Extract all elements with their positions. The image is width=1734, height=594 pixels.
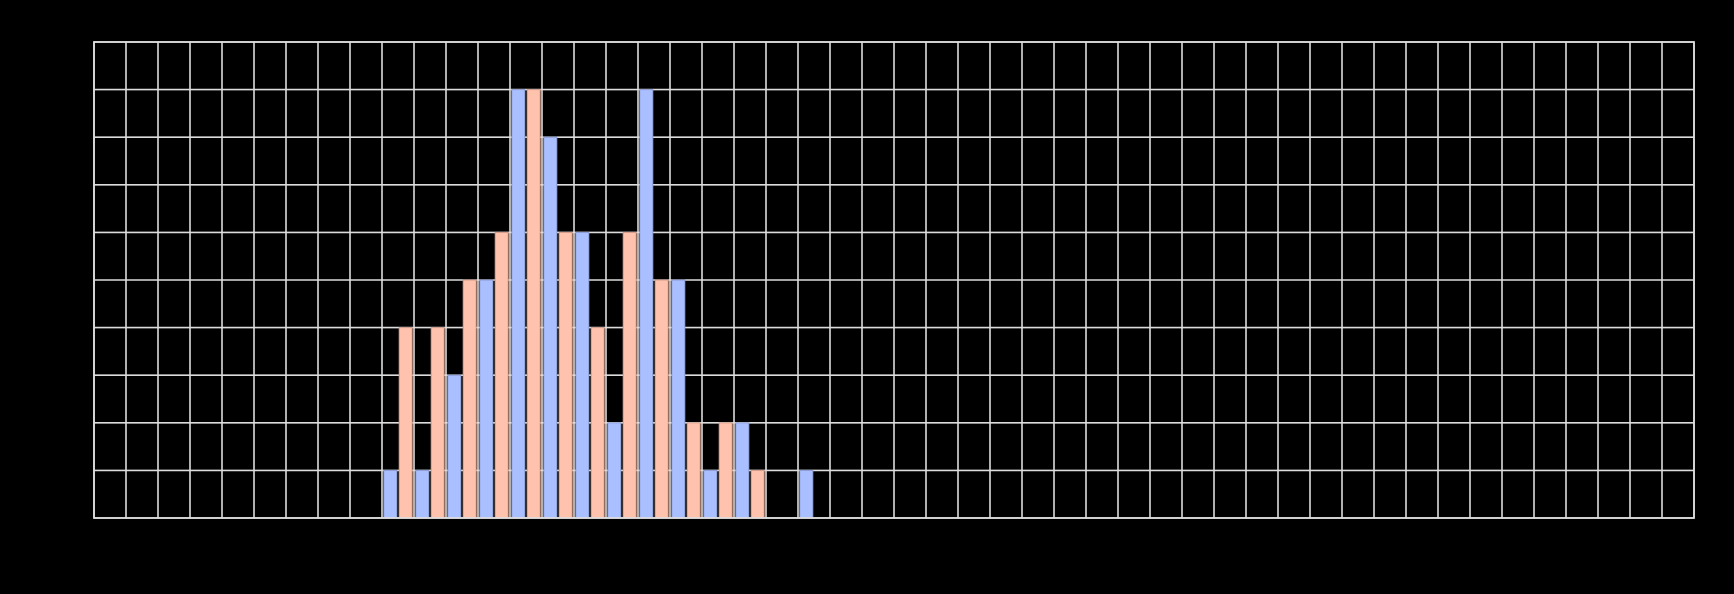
bar-series_b xyxy=(494,231,509,519)
bar-series_b xyxy=(750,469,765,519)
bar-series_a xyxy=(543,136,558,519)
plot-frame xyxy=(93,41,1695,519)
bar-series_b xyxy=(430,327,445,519)
bars xyxy=(383,89,814,519)
bar-series_b xyxy=(686,422,701,519)
bar-series_a xyxy=(671,279,686,519)
bar-series_a xyxy=(735,422,750,519)
bar-series_a xyxy=(703,469,718,519)
bar-series_b xyxy=(462,279,477,519)
bar-series_a xyxy=(415,469,430,519)
bar-series_b xyxy=(622,231,637,519)
bar-series_b xyxy=(590,327,605,519)
bar-series_a xyxy=(511,89,526,519)
bar-series_a xyxy=(799,469,814,519)
bar-series_a xyxy=(575,231,590,519)
bar-series_a xyxy=(607,422,622,519)
bar-series_b xyxy=(526,89,541,519)
bar-series_a xyxy=(447,374,462,519)
bar-series_a xyxy=(383,469,398,519)
bar-series_b xyxy=(558,231,573,519)
bar-series_b xyxy=(398,327,413,519)
bar-series_b xyxy=(718,422,733,519)
grid-lines xyxy=(93,41,1695,519)
bar-series_a xyxy=(639,89,654,519)
bar-series_b xyxy=(654,279,669,519)
bar-series_a xyxy=(479,279,494,519)
